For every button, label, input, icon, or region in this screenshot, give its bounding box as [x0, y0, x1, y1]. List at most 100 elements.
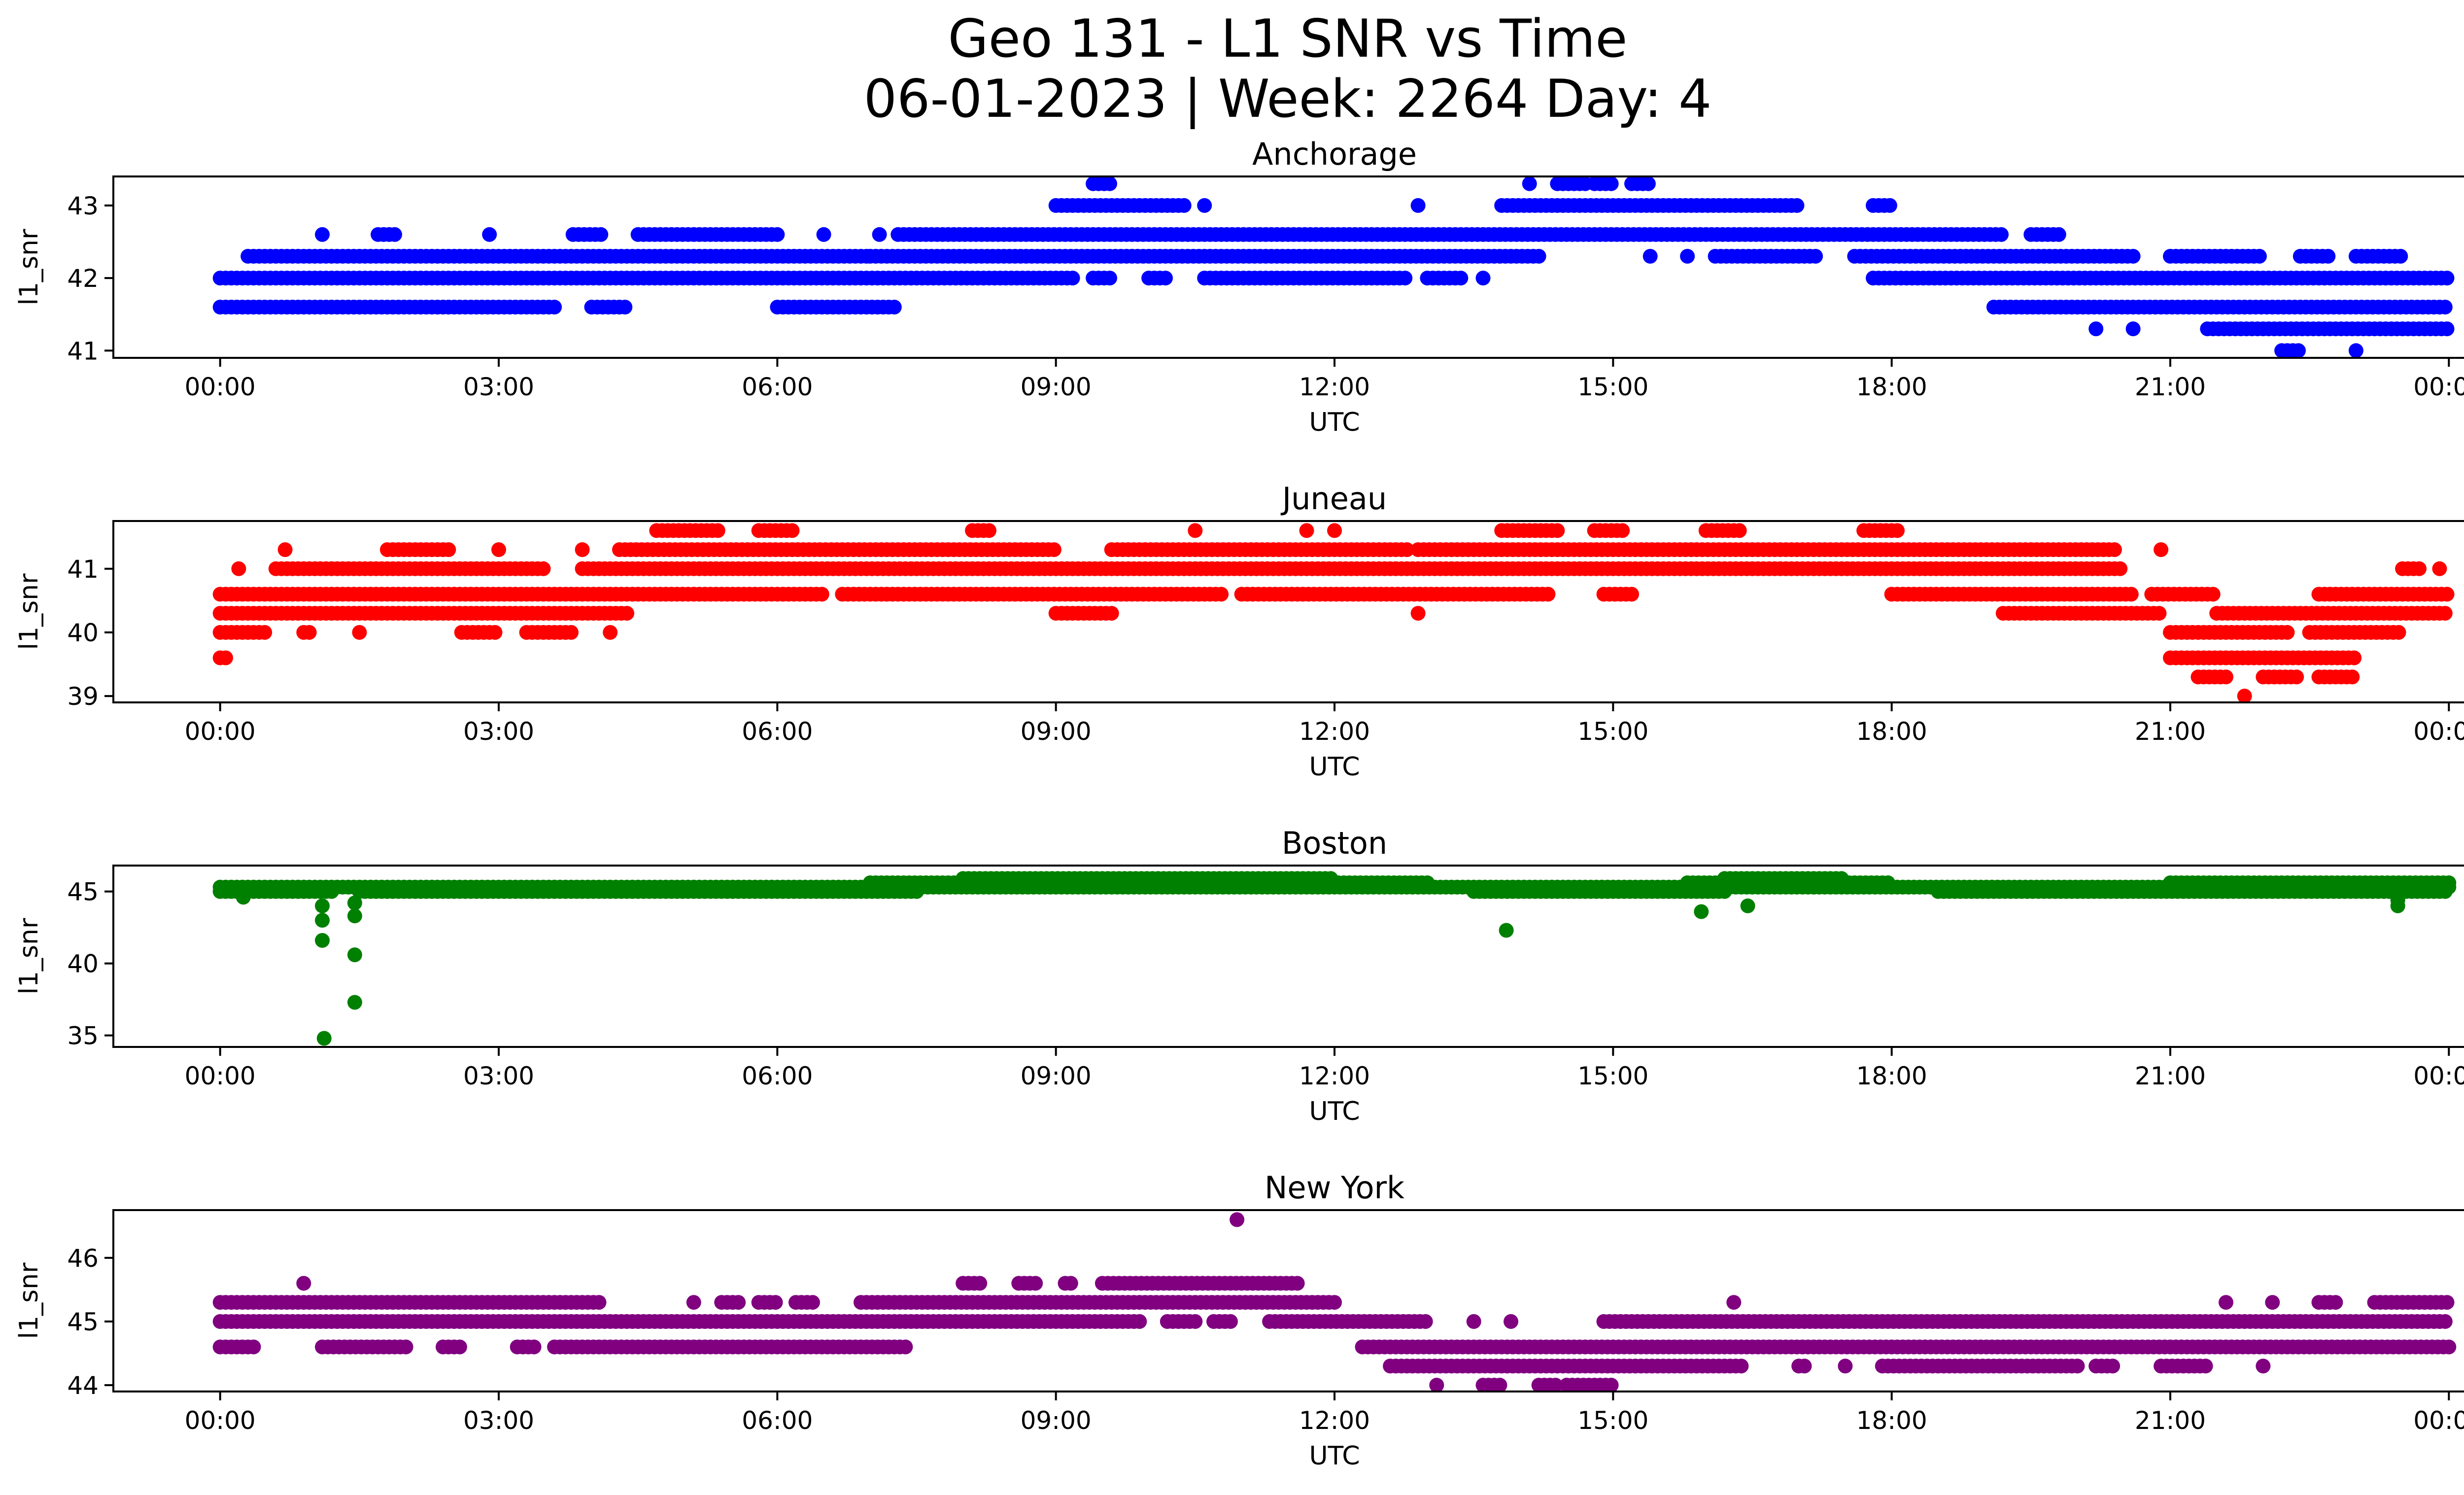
y-tick-label: 35	[67, 1022, 99, 1050]
data-point	[1604, 1378, 1619, 1391]
y-axis-label: l1_snr	[14, 573, 44, 650]
subplot-title: Anchorage	[1252, 136, 1417, 172]
data-point	[1323, 871, 1338, 886]
y-axis-label: l1_snr	[14, 1262, 44, 1339]
subplot-title: Juneau	[1280, 481, 1387, 517]
data-point	[2441, 1339, 2457, 1355]
data-point	[1890, 523, 1905, 538]
data-point	[1400, 542, 1414, 557]
x-tick-label: 21:00	[2135, 1062, 2206, 1090]
data-point	[1641, 176, 1656, 191]
x-tick-label: 03:00	[463, 373, 534, 401]
data-point	[2123, 587, 2139, 602]
data-point	[617, 300, 633, 314]
data-point	[347, 908, 362, 924]
data-point	[1410, 606, 1426, 621]
data-point	[547, 300, 562, 314]
data-point	[1065, 271, 1080, 286]
y-tick-label: 41	[67, 337, 99, 365]
series-new-york	[212, 1212, 2457, 1391]
data-point	[1522, 176, 1537, 191]
x-tick-label: 06:00	[742, 717, 813, 746]
data-point	[710, 523, 725, 538]
data-point	[591, 1295, 607, 1310]
data-point	[1838, 1358, 1853, 1374]
x-tick-label: 09:00	[1021, 373, 1092, 401]
y-tick-label: 45	[67, 1308, 99, 1336]
data-point	[2205, 587, 2221, 602]
data-point	[2256, 1358, 2271, 1374]
data-point	[1046, 542, 1061, 557]
data-point	[1188, 523, 1203, 538]
data-point	[2439, 587, 2455, 602]
data-point	[1740, 898, 1755, 913]
data-point	[2345, 669, 2360, 685]
x-tick-label: 00:00	[2413, 1406, 2464, 1435]
x-tick-label: 15:00	[1577, 373, 1648, 401]
data-point	[2393, 248, 2408, 264]
y-tick-label: 39	[67, 682, 99, 711]
data-point	[1492, 1378, 1507, 1391]
data-point	[2219, 669, 2233, 685]
figure-title-line1: Geo 131 - L1 SNR vs Time	[948, 8, 1628, 69]
data-point	[1398, 271, 1413, 286]
data-point	[686, 1295, 701, 1310]
data-point	[805, 1295, 820, 1310]
data-point	[2219, 1295, 2233, 1310]
data-point	[1475, 271, 1491, 286]
data-point	[2321, 248, 2336, 264]
data-point	[236, 890, 251, 905]
series-boston	[212, 871, 2457, 1046]
data-point	[1694, 904, 1709, 919]
data-point	[1176, 198, 1192, 213]
x-tick-label: 00:00	[2413, 1062, 2464, 1090]
data-point	[1881, 875, 1896, 890]
data-point	[1504, 1314, 1518, 1329]
y-axis-label: l1_snr	[14, 229, 44, 306]
data-point	[1726, 1295, 1742, 1310]
data-point	[2439, 1295, 2455, 1310]
x-tick-label: 09:00	[1021, 1062, 1092, 1090]
data-point	[1188, 1314, 1203, 1329]
x-tick-label: 12:00	[1299, 717, 1370, 746]
data-point	[982, 523, 996, 538]
x-tick-label: 18:00	[1856, 373, 1927, 401]
data-point	[2125, 248, 2141, 264]
x-tick-label: 15:00	[1577, 717, 1648, 746]
data-point	[564, 625, 579, 640]
data-point	[1499, 923, 1514, 938]
data-point	[1550, 523, 1565, 538]
data-point	[2105, 1358, 2121, 1374]
x-tick-label: 00:00	[185, 1406, 256, 1435]
data-point	[816, 227, 831, 242]
y-tick-label: 40	[67, 950, 99, 978]
x-axis-label: UTC	[1309, 752, 1360, 782]
x-tick-label: 03:00	[463, 1406, 534, 1435]
data-point	[1466, 1314, 1481, 1329]
data-point	[814, 587, 829, 602]
data-point	[482, 227, 497, 242]
x-tick-label: 15:00	[1577, 1062, 1648, 1090]
data-point	[1028, 1276, 1043, 1291]
data-point	[872, 227, 887, 242]
data-point	[1732, 523, 1747, 538]
data-point	[2437, 300, 2453, 314]
data-point	[1132, 1314, 1147, 1329]
y-tick-label: 42	[67, 264, 99, 293]
data-point	[1734, 1358, 1749, 1374]
x-axis-label: UTC	[1309, 1441, 1360, 1471]
data-point	[315, 898, 330, 913]
data-point	[785, 523, 800, 538]
x-tick-label: 00:00	[2413, 373, 2464, 401]
data-point	[2439, 271, 2455, 286]
data-point	[1104, 606, 1119, 621]
data-point	[1680, 248, 1695, 264]
data-point	[1327, 1295, 1342, 1310]
data-point	[1214, 587, 1229, 602]
data-point	[257, 625, 273, 640]
figure-title: Geo 131 - L1 SNR vs Time 06-01-2023 | We…	[0, 9, 2464, 129]
data-point	[2154, 542, 2169, 557]
data-point	[2328, 1295, 2343, 1310]
